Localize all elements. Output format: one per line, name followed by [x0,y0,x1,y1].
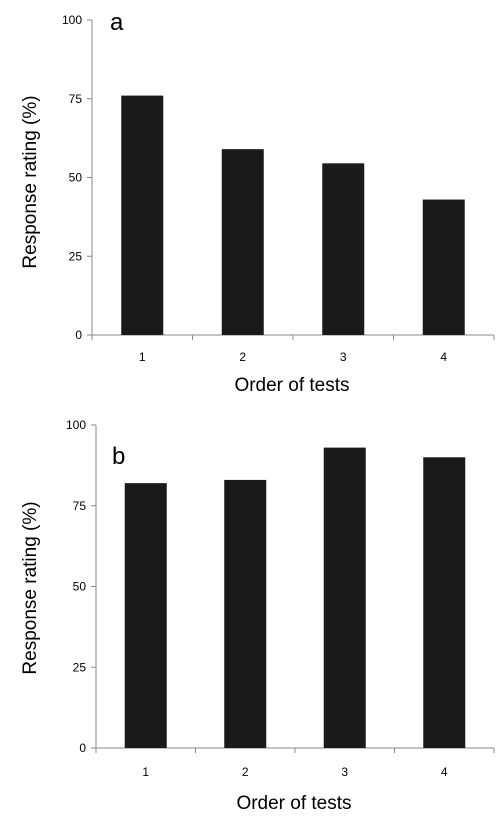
panel-b-x-tick-label: 3 [341,765,348,779]
panel-b-y-tick-label: 100 [66,418,86,432]
panel-b-bar-2 [224,479,267,748]
panel-a-letter: a [110,9,124,36]
panel-b-y-tick-label: 75 [73,499,87,513]
panel-b-plot-area: 0 25 50 75 100 1 2 3 4 [66,418,495,779]
panel-a-y-axis-title: Response rating (%) [20,95,41,268]
panel-a-bar-2 [221,149,264,335]
panel-b-y-tick-label: 0 [79,741,86,755]
panel-a-y-tick-label: 0 [75,328,82,342]
panel-b-y-tick-label: 50 [73,580,87,594]
panel-a-bar-1 [121,95,164,335]
panel-a-x-tick-label: 1 [139,350,146,364]
panel-a-bar-3 [322,163,365,335]
panel-a-plot-area: 0 25 50 75 100 1 2 3 4 [62,13,495,364]
panel-a-x-tick-label: 2 [239,350,246,364]
panel-b-y-tick-label: 25 [73,660,87,674]
panel-a-x-tick-label: 3 [340,350,347,364]
panel-a-y-tick-label: 50 [69,171,83,185]
panel-b-x-tick-label: 4 [441,765,448,779]
panel-a-x-tick-label: 4 [440,350,447,364]
panel-b-bar-4 [423,457,466,748]
panel-b-letter: b [112,443,125,470]
chart-panel-a: a Response rating (%) Order of tests 025… [20,9,495,396]
panel-a-y-tick-label: 75 [69,92,83,106]
chart-panel-b: b Response rating (%) Order of tests 025… [20,418,495,814]
panel-a-y-tick-label: 25 [69,249,83,263]
panel-b-y-axis-title: Response rating (%) [20,501,41,674]
panel-b-bar-1 [124,483,167,748]
panel-b-x-axis-title: Order of tests [236,793,351,814]
panel-a-y-tick-label: 100 [62,13,82,27]
panel-a-bar-4 [422,199,465,335]
panel-b-x-tick-label: 2 [242,765,249,779]
panel-a-x-axis-title: Order of tests [234,375,349,396]
panel-b-x-tick-label: 1 [142,765,149,779]
panel-b-bar-3 [323,447,366,748]
